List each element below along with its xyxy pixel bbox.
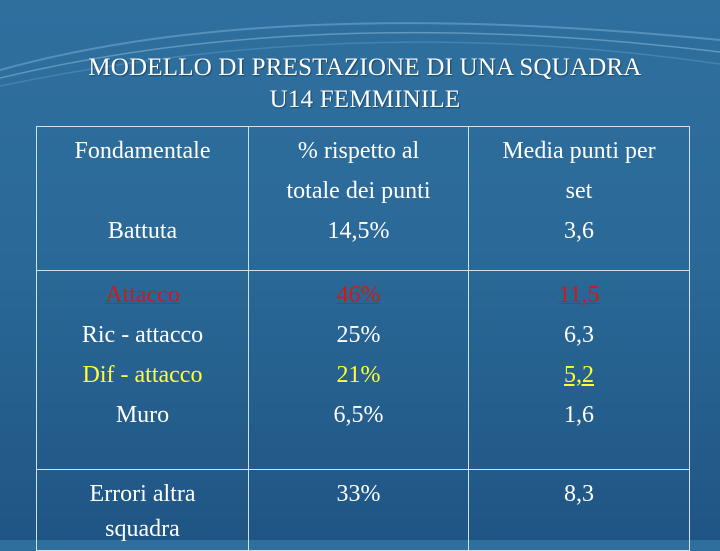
- cell-percent-header: % rispetto al totale dei punti 14,5%: [248, 126, 469, 271]
- table-row: Fondamentale Battuta % rispetto al total…: [36, 126, 690, 271]
- cell-media-header: Media punti per set 3,6: [468, 126, 690, 271]
- media-attacco: 11,5: [558, 282, 600, 308]
- label-errori-line1: Errori altra: [89, 481, 196, 507]
- title-line-2: U14 FEMMINILE: [269, 86, 461, 113]
- battuta-media: 3,6: [564, 218, 594, 244]
- cell-fondamentale: Fondamentale Battuta: [36, 126, 249, 271]
- header-fondamentale: Fondamentale: [74, 138, 211, 164]
- percent-dif-attacco: 21%: [336, 362, 381, 388]
- percent-errori: 33%: [336, 481, 381, 507]
- media-muro: 1,6: [564, 402, 594, 428]
- percent-muro: 6,5%: [333, 402, 384, 428]
- battuta-percent: 14,5%: [327, 218, 390, 244]
- percent-ric-attacco: 25%: [336, 322, 381, 348]
- media-errori: 8,3: [564, 481, 594, 507]
- label-ric-attacco: Ric - attacco: [81, 322, 204, 348]
- label-dif-attacco: Dif - attacco: [82, 362, 203, 388]
- header-percent-line1: % rispetto al: [297, 138, 420, 164]
- cell-errori-label: Errori altra squadra: [36, 469, 249, 551]
- cell-errori-percent: 33%: [248, 469, 469, 551]
- row-label-battuta: Battuta: [107, 218, 178, 244]
- cell-attacco-media: 11,5 6,3 5,2 1,6: [468, 270, 690, 470]
- label-muro: Muro: [115, 402, 170, 428]
- cell-errori-media: 8,3: [468, 469, 690, 551]
- label-attacco: Attacco: [105, 282, 180, 308]
- table-row: Attacco Ric - attacco Dif - attacco Muro…: [36, 270, 690, 470]
- label-errori-line2: squadra: [105, 516, 180, 542]
- title-line-1: MODELLO DI PRESTAZIONE DI UNA SQUADRA: [88, 54, 642, 81]
- table-row: Errori altra squadra 33% 8,3: [36, 469, 690, 551]
- media-ric-attacco: 6,3: [564, 322, 594, 348]
- header-percent-line2: totale dei punti: [286, 178, 431, 204]
- performance-table: Fondamentale Battuta % rispetto al total…: [36, 126, 690, 551]
- header-media-line2: set: [565, 178, 593, 204]
- percent-attacco: 46%: [336, 282, 381, 308]
- decorative-swoosh: [0, 22, 720, 87]
- cell-attacco-percent: 46% 25% 21% 6,5%: [248, 270, 469, 470]
- slide-title: MODELLO DI PRESTAZIONE DI UNA SQUADRA U1…: [0, 52, 720, 116]
- cell-attacco-labels: Attacco Ric - attacco Dif - attacco Muro: [36, 270, 249, 470]
- header-media-line1: Media punti per: [502, 138, 656, 164]
- media-dif-attacco: 5,2: [564, 362, 594, 388]
